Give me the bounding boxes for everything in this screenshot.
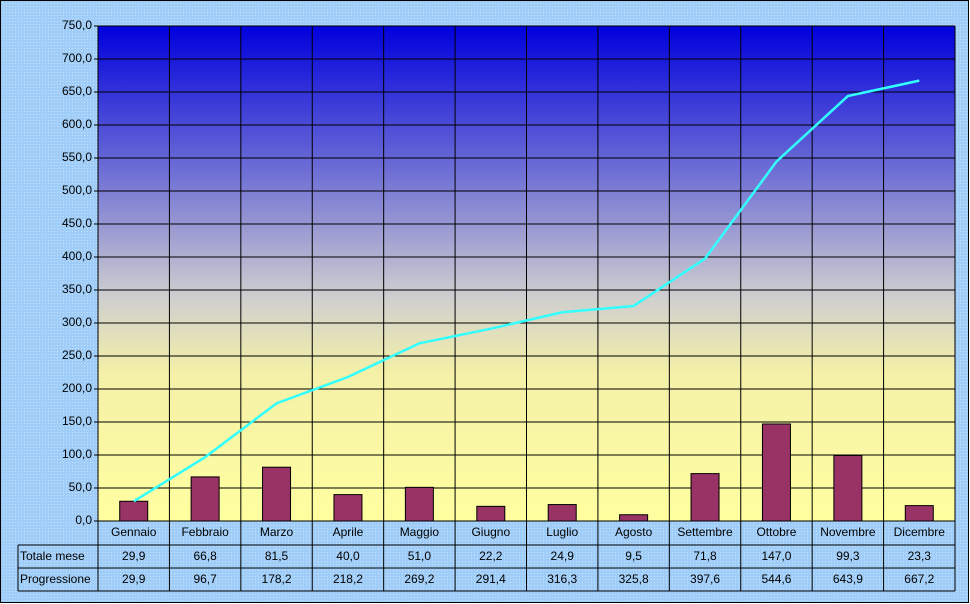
y-tick-label: 0,0 <box>75 513 92 527</box>
table-value: 147,0 <box>761 549 791 563</box>
bar <box>904 505 934 522</box>
table-value: 81,5 <box>265 549 289 563</box>
x-tick-label: Marzo <box>260 525 294 539</box>
table-value: 269,2 <box>404 572 434 586</box>
table-value: 40,0 <box>336 549 360 563</box>
table-value: 643,9 <box>833 572 863 586</box>
table-value: 29,9 <box>122 549 146 563</box>
x-tick-label: Aprile <box>333 525 364 539</box>
x-tick-label: Gennaio <box>111 525 157 539</box>
y-tick-label: 450,0 <box>62 216 92 230</box>
bar <box>833 454 863 522</box>
bar <box>547 504 577 522</box>
table-value: 316,3 <box>547 572 577 586</box>
bar <box>619 514 649 522</box>
y-tick-label: 100,0 <box>62 447 92 461</box>
x-tick-label: Giugno <box>471 525 510 539</box>
table-value: 218,2 <box>333 572 363 586</box>
y-tick-label: 250,0 <box>62 348 92 362</box>
table-value: 99,3 <box>836 549 860 563</box>
bar <box>761 423 791 522</box>
x-tick-label: Febbraio <box>181 525 229 539</box>
bar <box>333 494 363 522</box>
table-value: 397,6 <box>690 572 720 586</box>
y-tick-label: 350,0 <box>62 282 92 296</box>
bar <box>190 476 220 522</box>
y-tick-label: 750,0 <box>62 18 92 32</box>
y-tick-label: 200,0 <box>62 381 92 395</box>
bar <box>476 505 506 522</box>
y-tick-label: 400,0 <box>62 249 92 263</box>
table-value: 325,8 <box>619 572 649 586</box>
x-tick-label: Luglio <box>546 525 578 539</box>
y-tick-label: 700,0 <box>62 51 92 65</box>
table-row-name: Totale mese <box>20 549 85 563</box>
y-tick-label: 550,0 <box>62 150 92 164</box>
x-tick-label: Maggio <box>400 525 440 539</box>
x-tick-label: Novembre <box>820 525 876 539</box>
table-value: 291,4 <box>476 572 506 586</box>
x-tick-label: Settembre <box>677 525 733 539</box>
y-tick-label: 600,0 <box>62 117 92 131</box>
x-tick-label: Dicembre <box>894 525 946 539</box>
y-tick-label: 300,0 <box>62 315 92 329</box>
table-row-name: Progressione <box>20 572 91 586</box>
table-value: 96,7 <box>193 572 217 586</box>
bar <box>262 466 292 522</box>
y-tick-label: 150,0 <box>62 414 92 428</box>
bar <box>690 473 720 522</box>
table-value: 544,6 <box>761 572 791 586</box>
table-value: 66,8 <box>193 549 217 563</box>
y-tick-label: 500,0 <box>62 183 92 197</box>
line <box>133 79 920 503</box>
bar <box>404 486 434 522</box>
table-value: 22,2 <box>479 549 503 563</box>
table-value: 29,9 <box>122 572 146 586</box>
table-value: 71,8 <box>693 549 717 563</box>
table-value: 178,2 <box>262 572 292 586</box>
y-tick-label: 650,0 <box>62 84 92 98</box>
table-value: 9,5 <box>625 549 642 563</box>
table-value: 667,2 <box>904 572 934 586</box>
bar <box>119 500 149 522</box>
y-tick-label: 50,0 <box>69 480 93 494</box>
x-tick-label: Agosto <box>615 525 653 539</box>
x-tick-label: Ottobre <box>756 525 796 539</box>
table-value: 23,3 <box>908 549 932 563</box>
table-value: 51,0 <box>408 549 432 563</box>
table-value: 24,9 <box>551 549 575 563</box>
